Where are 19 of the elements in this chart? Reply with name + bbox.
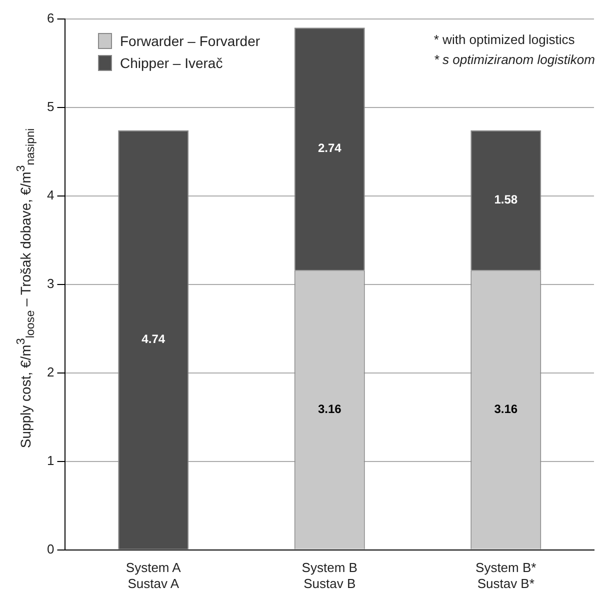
y-tick-label: 6 <box>46 10 54 26</box>
y-tick-label: 4 <box>46 187 54 202</box>
x-tick-label: System A Sustav A <box>126 560 182 591</box>
data-label: 3.16 <box>494 402 518 416</box>
annotation: * with optimized logistics <box>434 31 576 49</box>
y-tick-label: 3 <box>46 276 54 291</box>
y-tick-label: 1 <box>46 452 54 468</box>
data-label: 4.74 <box>142 332 166 346</box>
annotation: * s optimiziranom logistikom <box>434 51 595 69</box>
data-label: 3.16 <box>318 402 342 416</box>
legend-label: Forwarder – Forvarder <box>120 32 260 51</box>
data-label: 2.74 <box>318 141 342 156</box>
data-label: 1.58 <box>494 192 518 207</box>
y-tick-label: 0 <box>46 541 54 556</box>
y-tick-label: 5 <box>46 98 54 114</box>
legend-label: Chipper – Iverač <box>120 54 223 73</box>
x-tick-label: System B Sustav B <box>302 560 358 591</box>
y-tick-label: 2 <box>46 364 54 380</box>
x-tick-label: System B* Sustav B* <box>476 560 536 591</box>
